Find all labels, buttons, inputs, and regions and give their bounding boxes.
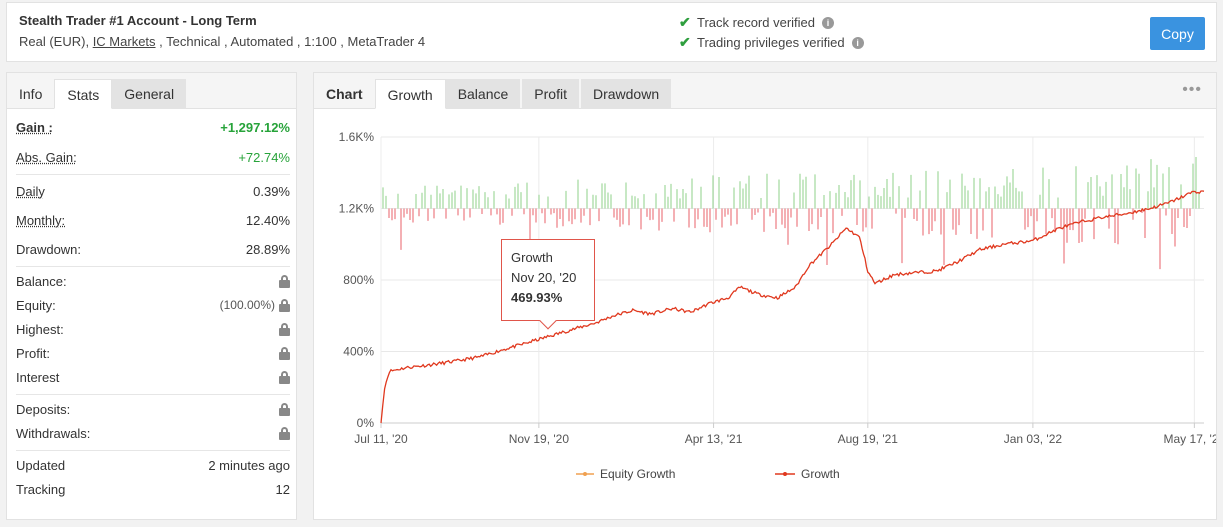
lock-icon [279,402,290,416]
tab-profit[interactable]: Profit [522,79,579,109]
stat-interest: Interest [16,365,290,389]
trading-privileges-verified: ✔ Trading privileges verified i [679,34,864,51]
account-details: , Technical , Automated , 1:100 , MetaTr… [155,34,426,49]
x-tick-label: Apr 13, '21 [685,432,743,446]
stat-label: Drawdown: [16,241,82,257]
account-header: Stealth Trader #1 Account - Long Term Re… [6,2,1217,62]
stats-tabs: Info Stats General [7,73,296,109]
stat-label[interactable]: Gain : [16,119,53,135]
legend-label-growth: Growth [801,467,840,481]
lock-icon [279,298,290,312]
y-tick-label: 800% [343,273,374,287]
stat-drawdown: Drawdown: 28.89% [16,237,290,261]
track-record-verified: ✔ Track record verified i [679,14,834,31]
tab-info[interactable]: Info [19,86,43,102]
stat-profit: Profit: [16,341,290,365]
stat-label[interactable]: Daily [16,183,45,199]
lock-icon [279,346,290,360]
info-icon[interactable]: i [822,16,834,29]
stat-label: Deposits: [16,401,71,417]
chart-tooltip: Growth Nov 20, '20 469.93% [501,239,595,321]
stat-equity: Equity: (100.00%) [16,293,290,317]
stats-list: Gain : +1,297.12% Abs. Gain: +72.74% Daily… [7,115,296,501]
tab-growth[interactable]: Growth [374,79,446,109]
stat-tracking: Tracking 12 [16,477,290,501]
y-tick-label: 0% [357,416,375,430]
check-icon: ✔ [679,34,691,50]
legend-label-equity-growth: Equity Growth [600,467,675,481]
divider [16,174,290,175]
stat-value: (100.00%) [219,298,275,312]
chart-tabs: Chart Growth Balance Profit Drawdown [314,73,1216,109]
x-tick-label: Nov 19, '20 [509,432,570,446]
stat-withdrawals: Withdrawals: [16,421,290,445]
broker-link[interactable]: IC Markets [92,34,156,49]
check-icon: ✔ [679,14,691,30]
tooltip-value: 469.93% [511,290,563,305]
x-tick-label: Jul 11, '20 [354,432,408,446]
growth-chart: 0% 400% 800% 1.2K% 1.6K% Jul 11, '20 Nov 19, '… [339,130,1216,481]
lock-icon [279,322,290,336]
stat-label: Highest: [16,321,64,337]
account-title: Stealth Trader #1 Account - Long Term [19,13,257,28]
stat-label: Withdrawals: [16,425,91,441]
more-options-icon[interactable]: ••• [1182,81,1202,98]
stat-gain: Gain : +1,297.12% [16,115,290,139]
chart-panel: Chart Growth Balance Profit Drawdown •••… [313,72,1217,520]
tooltip-date: Nov 20, '20 [511,270,577,285]
lock-icon [279,370,290,384]
stat-deposits: Deposits: [16,397,290,421]
stat-label: Tracking [16,481,66,497]
stat-label: Profit: [16,345,50,361]
stat-daily: Daily 0.39% [16,179,290,203]
stat-balance: Balance: [16,269,290,293]
copy-button[interactable]: Copy [1150,17,1205,50]
stat-abs-gain: Abs. Gain: +72.74% [16,145,290,169]
account-subtitle: Real (EUR), IC Markets , Technical , Aut… [19,34,425,49]
tab-balance[interactable]: Balance [445,79,521,109]
divider [16,394,290,395]
info-icon[interactable]: i [851,36,864,49]
divider [16,266,290,267]
trading-privileges-label: Trading privileges verified [697,35,845,50]
stat-label: Equity: [16,297,56,313]
stat-updated: Updated 2 minutes ago [16,453,290,477]
y-tick-label: 1.6K% [339,130,375,144]
lock-icon [279,426,290,440]
legend-marker [783,472,787,476]
lock-icon [279,274,290,288]
stat-highest: Highest: [16,317,290,341]
stat-label: Interest [16,369,60,385]
tab-general[interactable]: General [112,79,187,109]
growth-line [380,190,1205,424]
stat-value: 12 [275,481,290,497]
tooltip-title: Growth [511,250,553,265]
stat-value: 2 minutes ago [208,457,290,473]
tab-stats[interactable]: Stats [54,79,113,109]
x-tick-label: Aug 19, '21 [838,432,899,446]
stat-value: +72.74% [238,149,290,165]
stat-value: 28.89% [245,241,290,257]
stat-value: 0.39% [253,183,290,199]
y-tick-label: 1.2K% [339,202,375,216]
x-tick-label: Jan 03, '22 [1004,432,1063,446]
stat-monthly: Monthly: 12.40% [16,208,290,232]
tab-drawdown[interactable]: Drawdown [580,79,672,109]
stat-value: +1,297.12% [220,119,290,135]
account-type: Real (EUR), [19,34,93,49]
track-record-label: Track record verified [697,15,815,30]
divider [16,450,290,451]
stat-label: Updated [16,457,66,473]
stat-label[interactable]: Monthly: [16,212,66,228]
legend-marker [583,472,587,476]
x-tick-label: May 17, '22 [1164,432,1216,446]
equity-value-group: (100.00%) [220,298,290,312]
stat-value: 12.40% [245,212,290,228]
tab-chart[interactable]: Chart [326,86,363,102]
y-tick-label: 400% [343,345,374,359]
stat-label[interactable]: Abs. Gain: [16,149,77,165]
stat-label: Balance: [16,273,67,289]
stats-panel: Info Stats General Gain : +1,297.12% Abs.… [6,72,297,520]
